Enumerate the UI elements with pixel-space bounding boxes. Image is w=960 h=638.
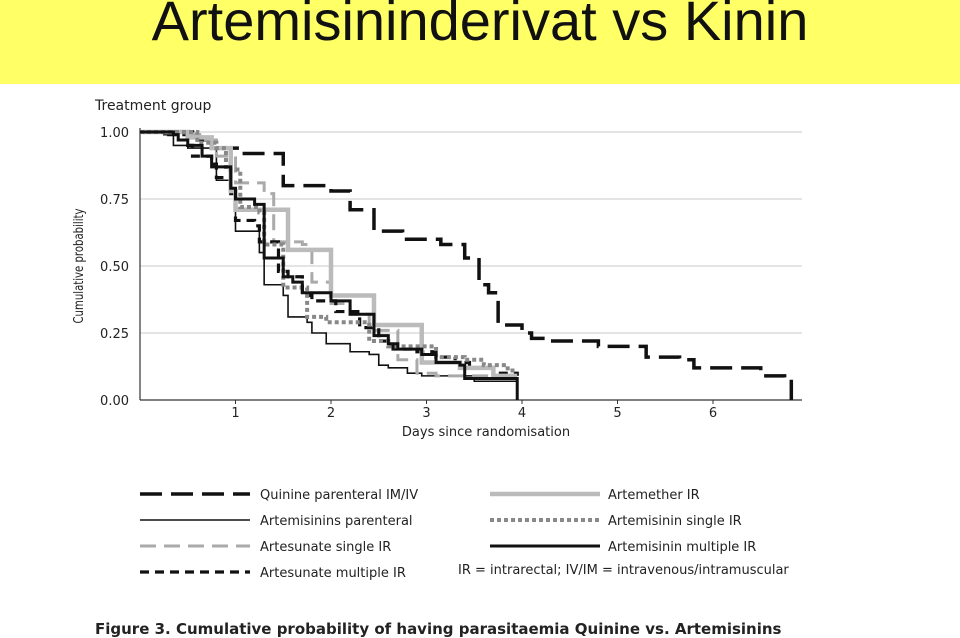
- x-tick-label: 3: [422, 406, 430, 421]
- legend-label: Artesunate multiple IR: [260, 566, 406, 581]
- survival-chart: Treatment group 0.00 0.25 0.50 0.75 1.00 1 2 3…: [71, 98, 802, 638]
- legend: Quinine parenteral IM/IV Artemisinins par…: [140, 488, 756, 581]
- gridlines: [140, 131, 802, 334]
- x-axis-label: Days since randomisation: [402, 425, 570, 440]
- legend-label: Artesunate single IR: [260, 540, 391, 555]
- x-tick-label: 2: [327, 406, 335, 421]
- title-bar: [0, 0, 960, 84]
- legend-label: Artemisinin multiple IR: [608, 540, 756, 555]
- y-tick-labels: 0.00 0.25 0.50 0.75 1.00: [100, 126, 129, 409]
- figure-caption: Figure 3. Cumulative probability of havi…: [95, 620, 782, 638]
- series-line-7: [140, 130, 519, 400]
- y-tick-label: 0.50: [100, 260, 129, 275]
- x-tick-label: 5: [613, 406, 621, 421]
- x-tick-label: 6: [709, 406, 717, 421]
- x-tick-label: 4: [518, 406, 526, 421]
- x-tick-label: 1: [231, 406, 239, 421]
- legend-label: Artemether IR: [608, 488, 700, 503]
- series-line-1: [140, 130, 794, 400]
- legend-label: Quinine parenteral IM/IV: [260, 488, 418, 503]
- panel-label: Treatment group: [94, 98, 211, 114]
- series-lines: [140, 129, 794, 400]
- y-tick-label: 0.75: [100, 193, 129, 208]
- x-tick-labels: 1 2 3 4 5 6: [231, 400, 717, 421]
- series-line-3: [140, 130, 513, 378]
- y-tick-label: 0.25: [100, 327, 129, 342]
- series-line-5: [140, 129, 518, 379]
- y-axis-label: Cumulative probability: [71, 208, 87, 323]
- legend-label: Artemisinins parenteral: [260, 514, 413, 529]
- footnote: IR = intrarectal; IV/IM = intravenous/in…: [458, 563, 789, 578]
- series-line-6: [140, 130, 518, 373]
- y-tick-label: 1.00: [100, 126, 129, 141]
- y-tick-label: 0.00: [100, 394, 129, 409]
- series-line-4: [140, 130, 519, 376]
- slide-title: Artemisininderivat vs Kinin: [151, 0, 809, 52]
- legend-label: Artemisinin single IR: [608, 514, 742, 529]
- axes: [139, 128, 802, 401]
